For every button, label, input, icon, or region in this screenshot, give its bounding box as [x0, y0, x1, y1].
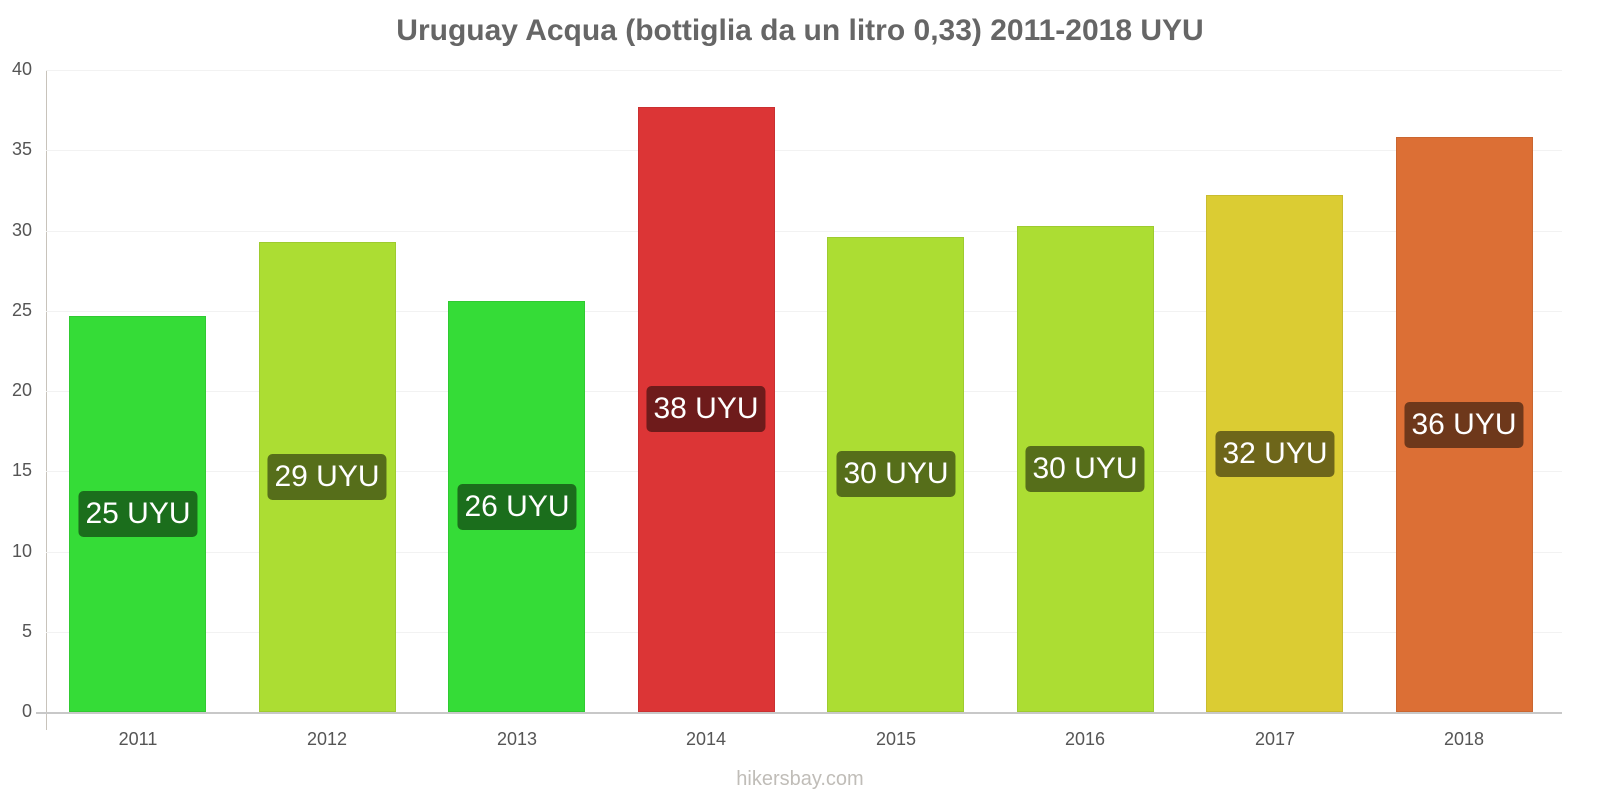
y-tick-label: 20 — [11, 380, 32, 400]
y-tick-label: 35 — [11, 139, 32, 159]
gridline — [46, 391, 1562, 392]
watermark: hikersbay.com — [736, 768, 864, 790]
chart-title: Uruguay Acqua (bottiglia da un litro 0,3… — [396, 14, 1204, 47]
y-tick-label: 40 — [11, 59, 32, 79]
gridline — [46, 231, 1562, 232]
data-label: 38 UYU — [646, 386, 766, 432]
gridline — [46, 471, 1562, 472]
data-label: 26 UYU — [457, 484, 577, 530]
x-tick-label: 2012 — [306, 729, 348, 749]
gridline — [46, 311, 1562, 312]
data-label: 30 UYU — [1025, 446, 1145, 492]
y-tick-label: 0 — [21, 701, 32, 721]
gridline — [46, 150, 1562, 151]
x-tick-label: 2015 — [875, 729, 917, 749]
data-label: 25 UYU — [78, 491, 198, 537]
gridline — [46, 70, 1562, 71]
gridline — [46, 552, 1562, 553]
y-axis-line — [46, 70, 47, 730]
x-tick-label: 2014 — [685, 729, 727, 749]
gridline — [46, 632, 1562, 633]
y-tick-label: 5 — [21, 621, 32, 641]
y-tick-label: 15 — [11, 460, 32, 480]
y-tick-label: 25 — [11, 300, 32, 320]
x-tick-label: 2013 — [496, 729, 538, 749]
data-label: 36 UYU — [1404, 402, 1524, 448]
y-tick-label: 10 — [11, 541, 32, 561]
x-tick-label: 2017 — [1254, 729, 1296, 749]
data-label: 30 UYU — [836, 451, 956, 497]
data-label: 29 UYU — [267, 454, 387, 500]
x-tick-label: 2016 — [1064, 729, 1106, 749]
x-axis-line — [36, 712, 1562, 714]
y-tick-label: 30 — [11, 220, 32, 240]
x-tick-label: 2018 — [1443, 729, 1485, 749]
data-label: 32 UYU — [1215, 431, 1335, 477]
x-tick-label: 2011 — [118, 729, 158, 749]
